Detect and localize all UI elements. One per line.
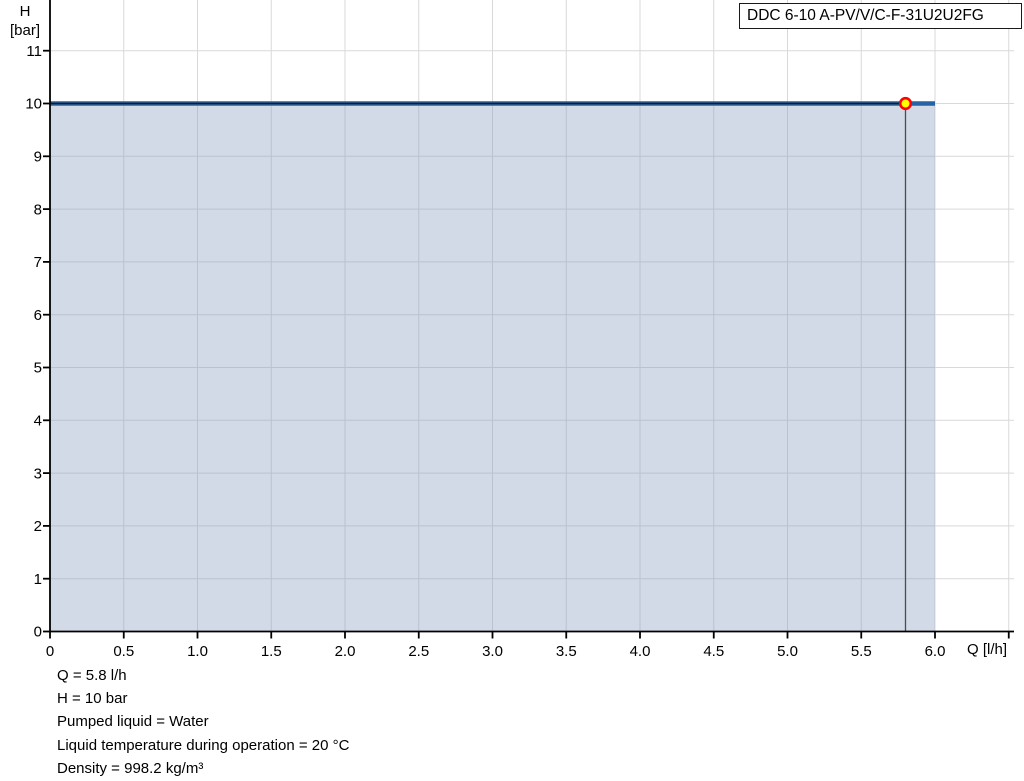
y-tick-label: 11 bbox=[26, 43, 42, 60]
y-tick-label: 10 bbox=[25, 96, 42, 113]
y-axis-title-unit: [bar] bbox=[9, 22, 40, 39]
pump-model-title-box: DDC 6-10 A-PV/V/C-F-31U2U2FG bbox=[739, 3, 1022, 29]
y-axis-title: H [bar] bbox=[0, 2, 50, 40]
duty-result-text: Q = 5.8 l/h H = 10 bar Pumped liquid = W… bbox=[57, 664, 349, 780]
x-tick-label: 1.5 bbox=[261, 643, 282, 660]
result-head: H = 10 bar bbox=[57, 690, 128, 708]
x-tick-label: 0 bbox=[46, 643, 54, 660]
y-tick-label: 5 bbox=[34, 360, 42, 377]
y-tick-label: 7 bbox=[34, 254, 42, 271]
result-pumped-liquid: Pumped liquid = Water bbox=[57, 713, 209, 731]
duty-point-marker bbox=[898, 96, 913, 111]
curve-area-fill bbox=[50, 103, 935, 632]
x-tick-label: 5.0 bbox=[777, 643, 798, 660]
x-axis-ticks: 0 0.5 1.0 1.5 2.0 2.5 3.0 3.5 4.0 4.5 5.0 5.5 6.0 bbox=[46, 631, 1010, 660]
y-tick-label: 8 bbox=[34, 201, 42, 218]
x-tick-label: 3.0 bbox=[482, 643, 503, 660]
x-axis-title: Q [l/h] bbox=[967, 641, 1008, 658]
x-tick-label: 5.5 bbox=[851, 643, 872, 660]
x-tick-label: 1.0 bbox=[187, 643, 208, 660]
result-density: Density = 998.2 kg/m³ bbox=[57, 759, 204, 777]
y-tick-label: 4 bbox=[34, 413, 42, 430]
x-tick-label: 4.5 bbox=[703, 643, 724, 660]
y-tick-label: 0 bbox=[34, 624, 42, 641]
y-tick-label: 1 bbox=[34, 571, 42, 588]
x-tick-label: 6.0 bbox=[925, 643, 946, 660]
y-tick-label: 9 bbox=[34, 149, 42, 166]
pump-curve-chart: 0 0.5 1.0 1.5 2.0 2.5 3.0 3.5 4.0 4.5 5.0 5.5 6.0 0 1 2… bbox=[25, 0, 1014, 660]
result-flow: Q = 5.8 l/h bbox=[57, 667, 127, 684]
x-tick-label: 0.5 bbox=[113, 643, 134, 660]
y-tick-label: 6 bbox=[34, 307, 42, 324]
y-axis-ticks: 0 1 2 3 4 5 6 7 8 9 10 11 bbox=[25, 43, 50, 641]
y-tick-label: 3 bbox=[34, 465, 42, 482]
x-tick-label: 2.0 bbox=[335, 643, 356, 660]
result-liquid-temperature: Liquid temperature during operation = 20… bbox=[57, 736, 350, 754]
y-tick-label: 2 bbox=[34, 518, 42, 535]
x-tick-label: 3.5 bbox=[556, 643, 577, 660]
y-axis-title-symbol: H bbox=[19, 3, 31, 20]
x-tick-label: 2.5 bbox=[408, 643, 429, 660]
x-tick-label: 4.0 bbox=[630, 643, 651, 660]
